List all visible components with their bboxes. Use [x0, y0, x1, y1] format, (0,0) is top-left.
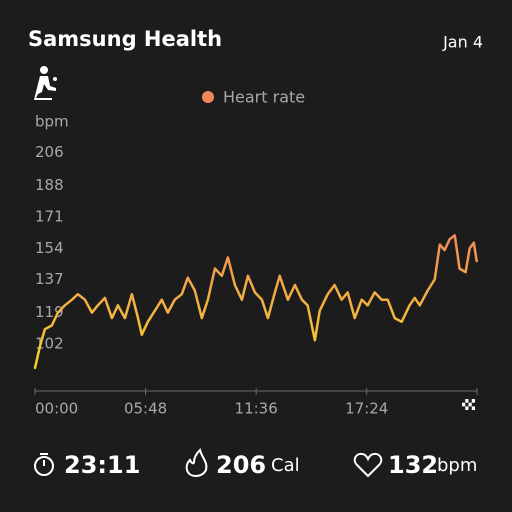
y-axis-label: bpm — [35, 113, 69, 131]
app-title: Samsung Health — [28, 27, 222, 51]
duration: 23:11 — [64, 451, 140, 479]
calories-unit: Cal — [271, 455, 300, 476]
y-tick-label: 171 — [35, 207, 64, 225]
exercise-icon — [34, 66, 57, 100]
x-tick-label: 17:24 — [345, 400, 388, 418]
x-tick-label: 00:00 — [35, 400, 78, 418]
y-tick-label: 188 — [35, 176, 64, 194]
flame-icon — [185, 448, 208, 478]
y-tick-label: 154 — [35, 239, 64, 257]
x-tick-label: 05:48 — [124, 400, 167, 418]
legend-marker — [202, 91, 214, 103]
y-tick-label: 206 — [35, 143, 64, 161]
stopwatch-icon — [34, 453, 54, 476]
heart-icon — [353, 452, 383, 478]
y-tick-label: 137 — [35, 270, 64, 288]
heart-rate-unit: bpm — [437, 455, 477, 476]
finish-icon — [462, 399, 475, 410]
legend-label: Heart rate — [223, 88, 305, 107]
date: Jan 4 — [442, 33, 483, 52]
heart-rate: 132 — [388, 451, 438, 479]
calories: 206 — [216, 451, 266, 479]
x-tick-label: 11:36 — [235, 400, 278, 418]
heart-rate-line — [33, 234, 478, 370]
